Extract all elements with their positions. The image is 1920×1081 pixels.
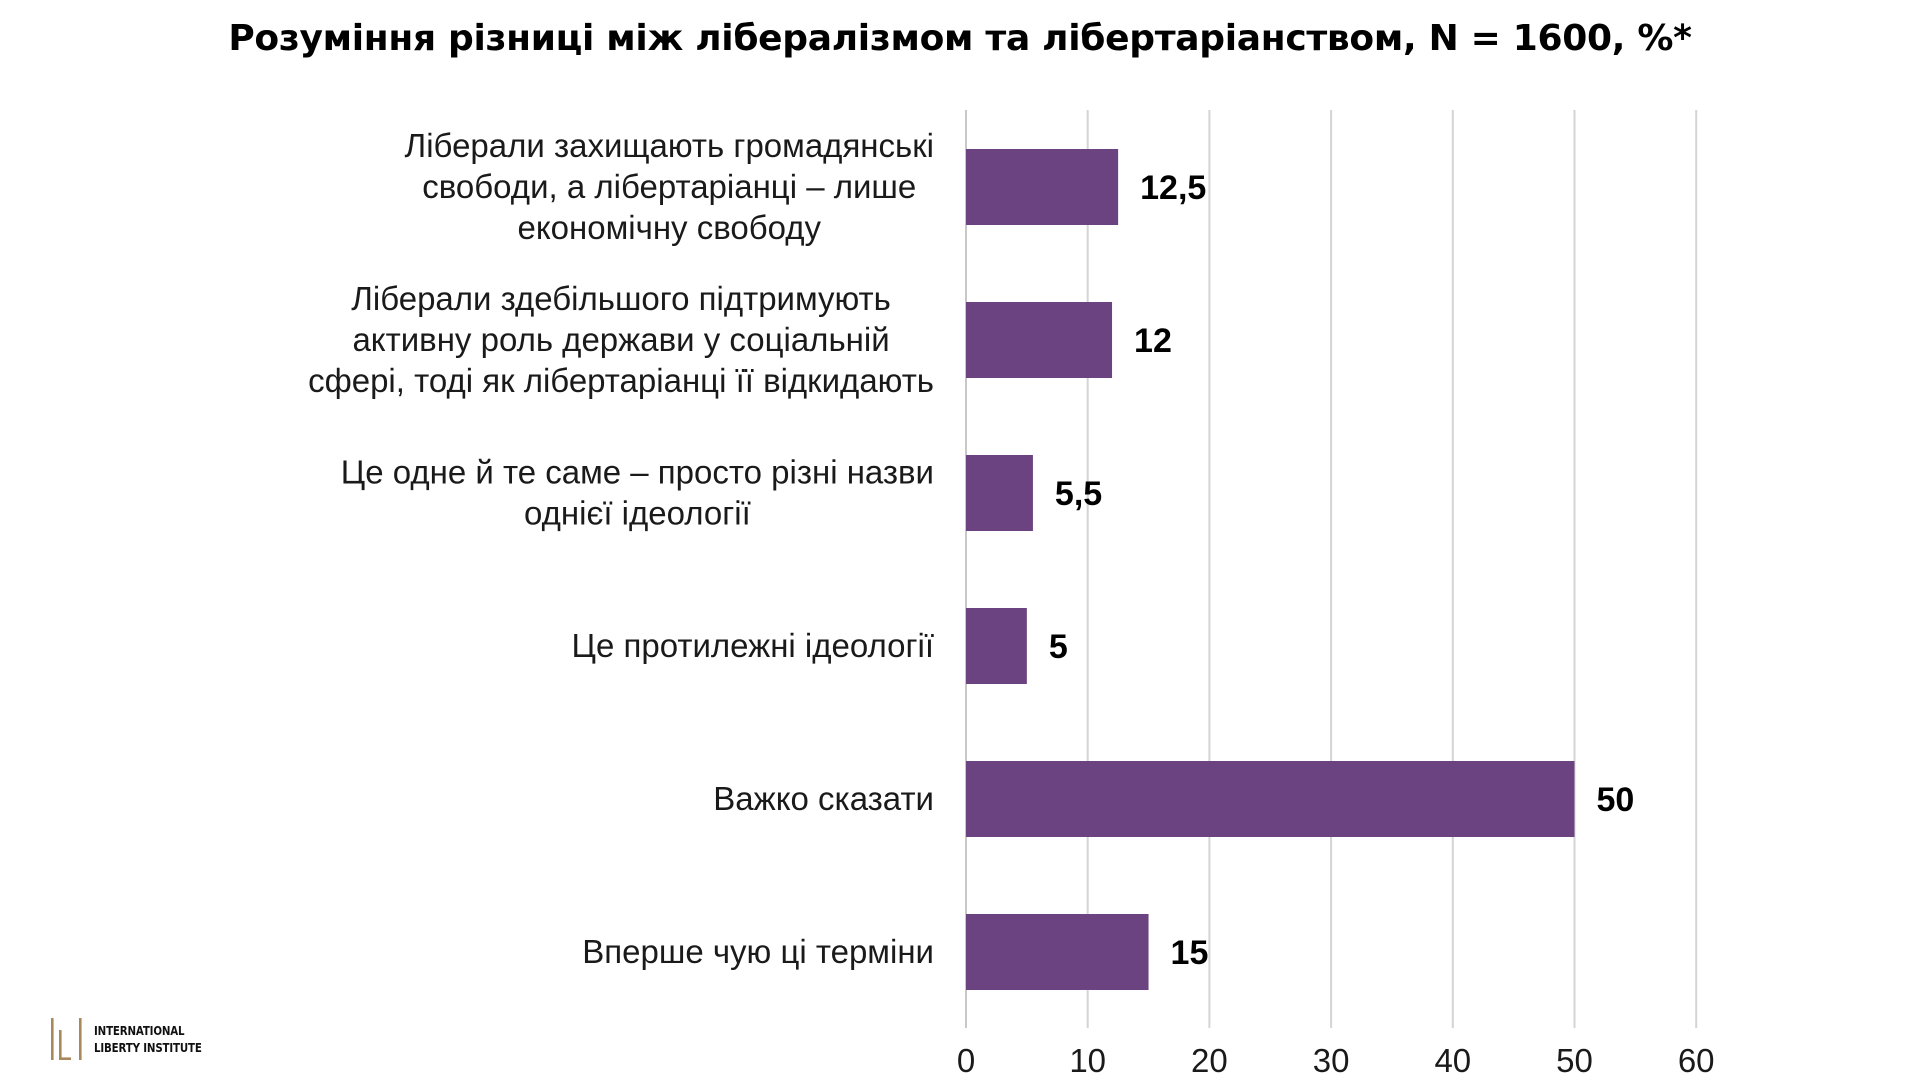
logo-text-line-1: International — [94, 1023, 185, 1038]
bars — [966, 149, 1575, 990]
logo-mark-icon — [51, 1018, 82, 1060]
category-label-line: сфері, тоді як лібертаріанці її відкидаю… — [308, 362, 934, 399]
x-tick-label: 0 — [957, 1042, 975, 1079]
category-labels: Ліберали захищають громадянські свободи, … — [308, 127, 934, 970]
category-label: Ліберали здебільшого підтримують активну … — [308, 280, 934, 399]
x-tick-label: 60 — [1678, 1042, 1715, 1079]
bar — [966, 914, 1149, 990]
x-tick-label: 20 — [1191, 1042, 1228, 1079]
category-label-line: Це одне й те саме – просто різні назви — [341, 454, 934, 491]
institute-logo: International Liberty Institute — [48, 1016, 225, 1062]
category-label-line: Вперше чую ці терміни — [582, 933, 934, 970]
bar — [966, 761, 1575, 837]
x-tick-label: 40 — [1434, 1042, 1471, 1079]
bar-value-label: 5,5 — [1055, 475, 1102, 513]
category-label-line: Це протилежні ідеології — [572, 627, 934, 664]
bar — [966, 302, 1113, 378]
category-label-line: Ліберали захищають громадянські — [405, 127, 934, 164]
bar-value-label: 12,5 — [1140, 169, 1206, 207]
bar-value-label: 50 — [1597, 781, 1635, 819]
category-label-line: свободи, а лібертаріанці – лише — [422, 168, 916, 205]
bar-value-label: 5 — [1049, 628, 1068, 666]
category-label-line: Ліберали здебільшого підтримують — [351, 280, 891, 317]
chart-title: Розуміння різниці між лібералізмом та лі… — [228, 18, 1692, 59]
category-label-line: однієї ідеології — [524, 495, 751, 532]
category-label: Вперше чую ці терміни — [582, 933, 934, 970]
gridlines — [965, 110, 1698, 1028]
x-axis-ticks: 0 10 20 30 40 50 60 — [957, 1042, 1715, 1079]
category-label: Це одне й те саме – просто різні назви од… — [341, 454, 934, 532]
bar-value-label: 15 — [1171, 934, 1209, 972]
x-tick-label: 50 — [1556, 1042, 1593, 1079]
bar — [966, 608, 1027, 684]
category-label: Важко сказати — [713, 780, 934, 817]
category-label: Це протилежні ідеології — [572, 627, 934, 664]
value-labels: 12,5 12 5,5 5 50 15 — [1049, 169, 1634, 972]
x-tick-label: 30 — [1313, 1042, 1350, 1079]
category-label-line: економічну свободу — [518, 209, 822, 246]
bar — [966, 455, 1033, 531]
bar — [966, 149, 1119, 225]
category-label-line: Важко сказати — [713, 780, 934, 817]
logo-text-line-2: Liberty Institute — [94, 1040, 202, 1055]
category-label-line: активну роль держави у соціальній — [352, 321, 889, 358]
category-label: Ліберали захищають громадянські свободи, … — [405, 127, 934, 246]
x-tick-label: 10 — [1069, 1042, 1106, 1079]
bar-value-label: 12 — [1134, 322, 1172, 360]
logo-text: International Liberty Institute — [94, 1022, 202, 1056]
